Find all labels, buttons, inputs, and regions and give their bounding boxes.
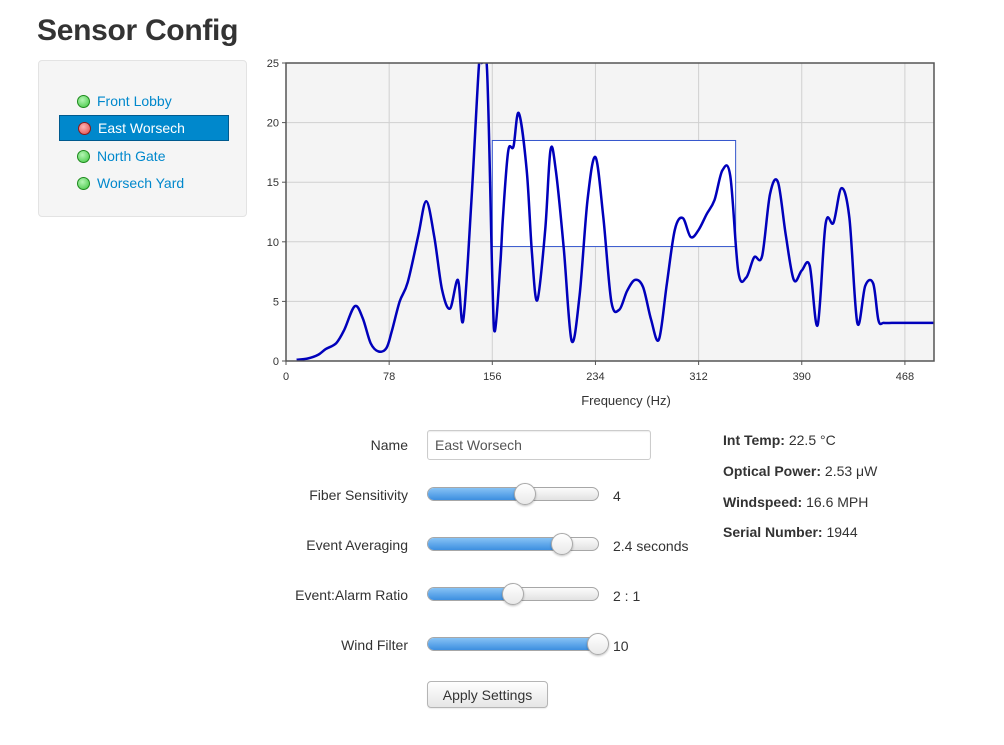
x-tick-label: 78 [383,371,395,383]
slider-handle[interactable] [587,633,609,655]
apply-settings-button[interactable]: Apply Settings [427,681,548,708]
sensor-item-label: Front Lobby [97,93,172,109]
fiber-sensitivity-slider[interactable] [427,483,599,505]
y-tick-label: 20 [267,118,279,130]
int-temp-stat: Int Temp: 22.5 °C [723,432,836,448]
windspeed-stat: Windspeed: 16.6 MPH [723,494,868,510]
wind-filter-slider[interactable] [427,633,609,655]
slider-fill [428,588,513,600]
slider-handle[interactable] [513,483,536,505]
status-ok-icon [77,176,90,190]
event-averaging-slider[interactable] [427,533,599,555]
wind-filter-label: Wind Filter [341,637,408,653]
series-line-0 [296,63,934,361]
x-tick-label: 0 [283,371,289,383]
fiber-sensitivity-label: Fiber Sensitivity [309,487,408,503]
x-tick-label: 390 [793,371,811,383]
stat-value: 2.53 μW [824,463,878,479]
y-tick-label: 25 [267,58,279,70]
stat-label: Windspeed: [723,494,803,510]
stat-value: 1944 [826,524,858,540]
slider-fill [428,488,525,500]
stat-value: 22.5 °C [788,432,836,448]
sensor-item-worsech-yard[interactable]: Worsech Yard [59,170,229,196]
name-input[interactable] [427,430,651,460]
sensor-item-label: East Worsech [98,120,185,136]
x-tick-label: 312 [689,371,707,383]
y-tick-label: 0 [273,356,279,368]
y-tick-label: 10 [267,237,279,249]
slider-handle[interactable] [551,533,574,555]
sensor-list: Front Lobby East Worsech North Gate Wors… [38,60,247,217]
name-label: Name [370,437,408,453]
stat-label: Int Temp: [723,432,785,448]
x-tick-label: 234 [586,371,604,383]
serial-number-stat: Serial Number: 1944 [723,524,858,540]
sensor-item-north-gate[interactable]: North Gate [59,143,229,169]
sensor-item-front-lobby[interactable]: Front Lobby [59,88,229,114]
x-axis-label: Frequency (Hz) [581,393,671,408]
stat-value: 16.6 MPH [806,494,869,510]
optical-power-stat: Optical Power: 2.53 μW [723,463,877,479]
stat-label: Serial Number: [723,524,823,540]
sensor-item-east-worsech[interactable]: East Worsech [59,115,229,141]
page-title: Sensor Config [37,14,239,47]
x-tick-label: 468 [896,371,914,383]
fiber-sensitivity-value: 4 [613,488,621,504]
status-ok-icon [77,149,90,163]
stat-label: Optical Power: [723,463,822,479]
event-averaging-value: 2.4 seconds [613,538,689,554]
sensor-item-label: Worsech Yard [97,175,185,191]
event-alarm-ratio-value: 2 : 1 [613,588,641,604]
slider-fill [428,638,598,650]
plot-frame [285,62,935,362]
event-averaging-label: Event Averaging [306,537,408,553]
sensor-item-label: North Gate [97,148,166,164]
y-tick-label: 5 [273,296,279,308]
y-tick-label: 15 [267,177,279,189]
wind-filter-value: 10 [613,638,629,654]
event-alarm-ratio-label: Event:Alarm Ratio [295,587,408,603]
event-alarm-ratio-slider[interactable] [427,583,599,605]
frequency-chart[interactable]: 0 78 156 234 312 390 468 0 5 10 15 20 25 Frequency (H… [255,55,945,415]
x-tick-label: 156 [483,371,501,383]
slider-handle[interactable] [502,583,524,605]
slider-fill [428,538,563,550]
status-ok-icon [77,94,90,108]
zoom-selection-box [491,139,737,248]
status-alarm-icon [78,121,91,135]
